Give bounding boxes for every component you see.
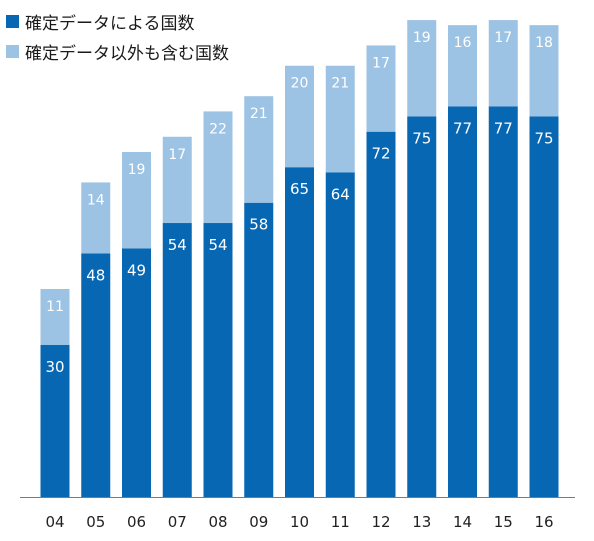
data-label-confirmed-10: 65	[290, 180, 309, 198]
legend: 確定データによる国数 確定データ以外も含む国数	[6, 6, 229, 66]
x-tick-label-08: 08	[208, 513, 227, 531]
legend-swatch-including-unconfirmed	[6, 44, 19, 58]
data-label-including-unconfirmed-10: 20	[291, 76, 309, 92]
bar-confirmed-14	[448, 106, 477, 497]
x-tick-label-15: 15	[494, 513, 513, 531]
x-tick-label-05: 05	[86, 513, 105, 531]
bar-including-unconfirmed-10	[285, 65, 314, 168]
bar-confirmed-08	[203, 223, 233, 497]
data-label-including-unconfirmed-13: 19	[413, 30, 431, 46]
legend-item-including-unconfirmed: 確定データ以外も含む国数	[6, 36, 229, 66]
x-tick-label-06: 06	[127, 513, 146, 531]
x-tick-label-12: 12	[371, 513, 390, 531]
bar-including-unconfirmed-04	[40, 288, 70, 345]
data-label-confirmed-07: 54	[168, 236, 187, 254]
bar-confirmed-16	[529, 116, 559, 497]
bar-confirmed-07	[162, 223, 192, 497]
data-label-confirmed-14: 77	[453, 119, 472, 137]
data-label-confirmed-04: 30	[45, 358, 64, 376]
bar-confirmed-13	[407, 116, 437, 497]
bar-confirmed-12	[366, 131, 396, 497]
bar-including-unconfirmed-09	[244, 96, 274, 203]
data-label-confirmed-06: 49	[127, 261, 146, 279]
bar-including-unconfirmed-08	[203, 111, 233, 224]
x-tick-label-16: 16	[534, 513, 553, 531]
bar-including-unconfirmed-05	[81, 182, 111, 254]
data-label-confirmed-05: 48	[86, 266, 105, 284]
bar-confirmed-11	[325, 172, 355, 497]
x-tick-label-13: 13	[412, 513, 431, 531]
bar-confirmed-10	[285, 167, 314, 498]
data-label-confirmed-15: 77	[494, 119, 513, 137]
legend-item-confirmed: 確定データによる国数	[6, 6, 229, 36]
bar-including-unconfirmed-13	[407, 20, 437, 117]
bar-confirmed-09	[244, 202, 274, 497]
bar-confirmed-04	[40, 344, 70, 497]
x-tick-label-09: 09	[249, 513, 268, 531]
data-label-including-unconfirmed-16: 18	[535, 35, 553, 51]
legend-swatch-confirmed	[6, 14, 19, 28]
data-label-including-unconfirmed-15: 17	[494, 30, 512, 46]
data-label-confirmed-13: 75	[412, 129, 431, 147]
data-label-including-unconfirmed-06: 19	[128, 162, 146, 178]
data-label-confirmed-16: 75	[534, 129, 553, 147]
x-tick-label-04: 04	[45, 513, 64, 531]
bar-including-unconfirmed-15	[488, 20, 518, 107]
data-label-including-unconfirmed-09: 21	[250, 106, 268, 122]
data-label-confirmed-09: 58	[249, 216, 268, 234]
data-label-including-unconfirmed-12: 17	[372, 55, 390, 71]
bar-including-unconfirmed-07	[162, 136, 192, 224]
x-tick-label-11: 11	[331, 513, 350, 531]
data-label-including-unconfirmed-14: 16	[454, 35, 472, 51]
bar-including-unconfirmed-14	[448, 25, 477, 107]
x-tick-label-10: 10	[290, 513, 309, 531]
bar-confirmed-15	[488, 106, 518, 497]
data-label-including-unconfirmed-11: 21	[331, 76, 349, 92]
x-tick-label-14: 14	[453, 513, 472, 531]
bar-including-unconfirmed-16	[529, 25, 559, 117]
bar-including-unconfirmed-12	[366, 45, 396, 132]
data-label-including-unconfirmed-05: 14	[87, 192, 105, 208]
bar-including-unconfirmed-06	[122, 151, 151, 249]
data-label-including-unconfirmed-04: 11	[46, 299, 64, 315]
data-label-confirmed-12: 72	[371, 145, 390, 163]
bar-confirmed-05	[81, 253, 111, 497]
data-label-including-unconfirmed-08: 22	[209, 121, 227, 137]
data-label-including-unconfirmed-07: 17	[168, 147, 186, 163]
legend-label-confirmed: 確定データによる国数	[25, 13, 195, 34]
legend-label-including-unconfirmed: 確定データ以外も含む国数	[25, 43, 229, 64]
data-label-confirmed-08: 54	[208, 236, 227, 254]
bar-confirmed-06	[122, 248, 151, 497]
data-label-confirmed-11: 64	[331, 185, 350, 203]
bar-including-unconfirmed-11	[325, 65, 355, 173]
x-tick-label-07: 07	[168, 513, 187, 531]
